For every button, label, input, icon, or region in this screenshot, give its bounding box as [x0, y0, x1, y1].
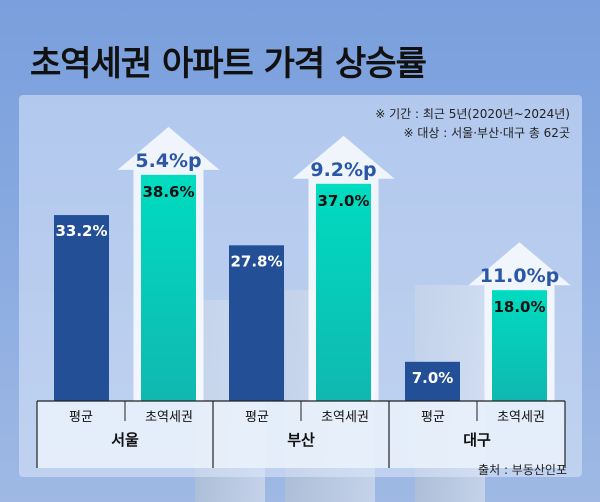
- category-label: 초역세권: [321, 410, 369, 425]
- bar-label-station: 18.0%: [493, 298, 545, 316]
- bar-station: [141, 174, 196, 401]
- bar-label-average: 27.8%: [230, 252, 282, 270]
- difference-label: 5.4%p: [135, 150, 201, 172]
- target-note: ※ 대상 : 서울·부산·대구 총 62곳: [403, 126, 570, 140]
- category-label: 평균: [421, 410, 445, 425]
- category-label: 평균: [69, 410, 93, 425]
- difference-label: 11.0%p: [480, 265, 560, 287]
- source-text: 출처 : 부동산인포: [478, 463, 567, 477]
- difference-label: 9.2%p: [310, 159, 376, 181]
- bar-label-station: 37.0%: [317, 192, 369, 210]
- category-label: 평균: [245, 410, 269, 425]
- bar-station: [492, 290, 547, 401]
- bar-label-station: 38.6%: [142, 183, 194, 201]
- bar-average: [229, 245, 284, 401]
- category-label: 초역세권: [497, 410, 545, 425]
- bar-label-average: 7.0%: [412, 369, 454, 387]
- bar-average: [405, 361, 460, 401]
- bar-average: [54, 215, 109, 401]
- group-label: 부산: [287, 431, 315, 449]
- group-label: 서울: [111, 431, 139, 449]
- category-label: 초역세권: [145, 410, 193, 425]
- group-label: 대구: [463, 431, 491, 449]
- bar-label-average: 33.2%: [55, 222, 107, 240]
- bar-station: [316, 183, 371, 401]
- period-note: ※ 기간 : 최근 5년(2020년~2024년): [375, 107, 570, 121]
- page-title: 초역세권 아파트 가격 상승률: [30, 44, 427, 84]
